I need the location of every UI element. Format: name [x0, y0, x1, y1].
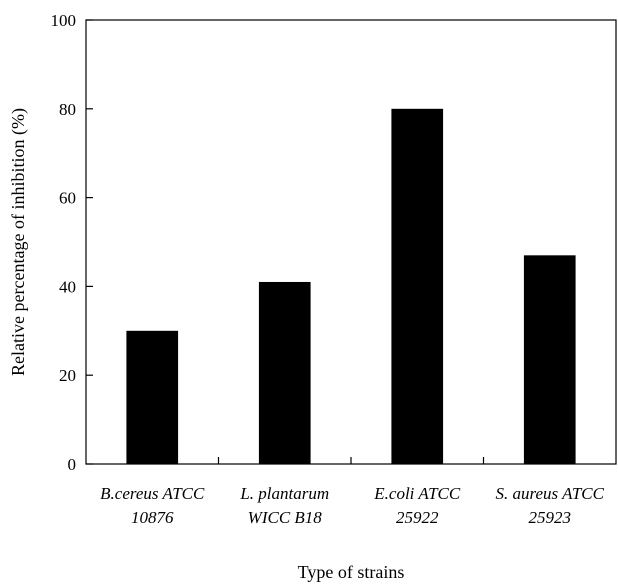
x-axis-title: Type of strains — [298, 562, 405, 582]
y-tick-label: 20 — [59, 366, 76, 385]
x-tick-label: 25922 — [396, 508, 439, 527]
y-tick-label: 80 — [59, 100, 76, 119]
x-tick-label: B.cereus ATCC — [100, 484, 205, 503]
bar — [258, 281, 311, 464]
y-tick-label: 60 — [59, 189, 76, 208]
bar — [523, 255, 576, 464]
bar — [391, 108, 444, 465]
x-tick-label: 10876 — [131, 508, 174, 527]
y-tick-label: 40 — [59, 277, 76, 296]
bars — [126, 108, 576, 465]
y-axis-title: Relative percentage of inhibition (%) — [8, 108, 29, 376]
x-tick-label: L. plantarum — [239, 484, 329, 503]
x-tick-label: E.coli ATCC — [373, 484, 461, 503]
x-axis: B.cereus ATCC 10876 L. plantarum WICC B18 E.… — [100, 457, 605, 527]
x-tick-label: WICC B18 — [248, 508, 323, 527]
y-tick-label: 0 — [68, 455, 77, 474]
x-tick-label: 25923 — [529, 508, 572, 527]
bar — [126, 330, 179, 464]
x-tick-label: S. aureus ATCC — [496, 484, 605, 503]
y-tick-label: 100 — [51, 11, 77, 30]
y-axis: 0 20 40 60 80 100 — [51, 11, 93, 474]
